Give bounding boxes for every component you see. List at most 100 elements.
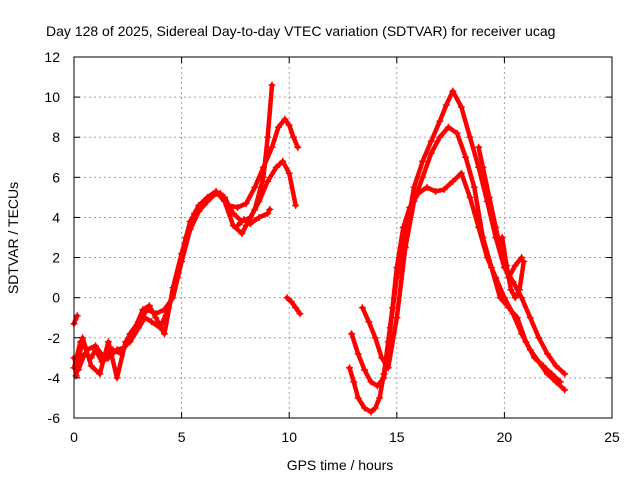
data-point [259, 173, 267, 181]
series-track-6 [283, 294, 304, 318]
data-point [496, 294, 504, 302]
series-track-7 [345, 169, 569, 416]
data-point [432, 187, 440, 195]
data-point [358, 304, 366, 312]
data-point [513, 314, 521, 322]
data-point [511, 294, 519, 302]
data-point [287, 298, 295, 306]
data-point [242, 199, 250, 207]
data-point [503, 262, 511, 270]
y-tick-label: -4 [48, 370, 61, 386]
x-tick-label: 0 [70, 429, 78, 445]
data-point [384, 364, 392, 372]
data-point [272, 163, 280, 171]
data-point [361, 404, 369, 412]
data-point [520, 258, 528, 266]
data-point [492, 223, 500, 231]
data-point [268, 143, 276, 151]
data-point [518, 254, 526, 262]
data-point [264, 133, 272, 141]
data-point [487, 264, 495, 272]
x-tick-label: 20 [497, 429, 513, 445]
plot-frame [73, 56, 613, 419]
data-point [427, 149, 435, 157]
data-point [548, 370, 556, 378]
y-tick-label: -2 [48, 330, 61, 346]
data-point [440, 185, 448, 193]
data-point [104, 338, 112, 346]
data-point [380, 374, 388, 382]
data-point [264, 209, 272, 217]
y-tick-label: 8 [52, 129, 60, 145]
data-point [453, 129, 461, 137]
data-point [255, 213, 263, 221]
data-point [386, 324, 394, 332]
data-point [348, 330, 356, 338]
data-point [371, 404, 379, 412]
data-point [507, 286, 515, 294]
data-point [285, 169, 293, 177]
data-point [96, 370, 104, 378]
data-point [274, 123, 282, 131]
data-point [350, 378, 358, 386]
series-track-9 [358, 123, 564, 386]
data-point [290, 133, 298, 141]
grid [74, 57, 612, 418]
data-point [281, 115, 289, 123]
x-tick-label: 10 [281, 429, 297, 445]
series-line [349, 88, 567, 389]
data-point [251, 205, 259, 213]
series-track-5 [234, 205, 274, 229]
data-point [505, 304, 513, 312]
data-point [292, 304, 300, 312]
data-point [401, 244, 409, 252]
data-point [266, 205, 274, 213]
series-track-4 [70, 312, 81, 328]
data-point [498, 234, 506, 241]
data-point [378, 354, 386, 362]
data-point [373, 382, 381, 390]
data-point [285, 121, 293, 129]
chart-title: Day 128 of 2025, Sidereal Day-to-day VTE… [46, 23, 555, 39]
data-point [436, 133, 444, 141]
data-point [531, 354, 539, 362]
data-point [113, 374, 121, 382]
data-point [361, 366, 369, 374]
data-point [79, 334, 87, 342]
data-point [145, 302, 153, 310]
data-point [367, 378, 375, 386]
data-point [92, 342, 100, 350]
data-point [345, 364, 353, 372]
data-point [449, 87, 457, 95]
data-point [561, 386, 569, 394]
data-series [70, 81, 569, 416]
series-line [73, 82, 275, 381]
data-point [354, 394, 362, 402]
y-tick-label: -6 [48, 410, 61, 426]
y-tick-label: 4 [52, 209, 60, 225]
data-point [436, 117, 444, 125]
data-point [234, 203, 242, 211]
series-track-11 [498, 234, 528, 302]
data-point [457, 103, 465, 111]
series-line [347, 171, 567, 415]
data-point [479, 234, 487, 241]
axis-ticks [73, 56, 613, 419]
data-point [169, 284, 177, 292]
data-point [444, 123, 452, 131]
data-point [543, 350, 551, 358]
y-tick-label: 0 [52, 290, 60, 306]
data-point [279, 157, 287, 165]
data-point [246, 219, 254, 227]
series-line [499, 235, 527, 300]
y-tick-label: 2 [52, 250, 60, 266]
data-point [449, 177, 457, 185]
series-track-3 [72, 81, 276, 382]
series-track-2 [70, 157, 300, 372]
data-point [515, 286, 523, 294]
data-point [178, 250, 186, 258]
data-point [561, 370, 569, 378]
data-point [152, 314, 160, 322]
data-point [442, 101, 450, 109]
data-point [354, 350, 362, 358]
